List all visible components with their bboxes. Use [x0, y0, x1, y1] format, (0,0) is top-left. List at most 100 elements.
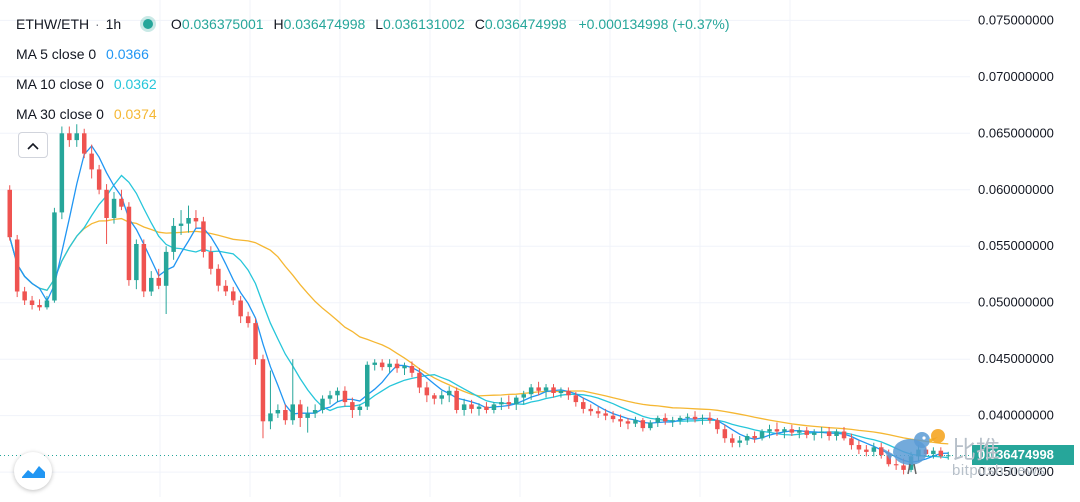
symbol-name[interactable]: ETHW/ETH	[16, 16, 90, 32]
candle-body	[484, 406, 489, 410]
watermark-cjk-text: 比推	[952, 436, 1000, 464]
candle-body	[216, 268, 221, 286]
indicator-value: 0.0374	[113, 106, 157, 122]
candle-body	[104, 189, 109, 218]
indicator-ma10[interactable]: MA 10 close 0 0.0362	[16, 74, 730, 104]
watermark-text: bitpush.news	[952, 462, 1046, 479]
candle-body	[223, 285, 228, 292]
tradingview-logo-button[interactable]	[14, 452, 52, 490]
candle-body	[551, 387, 556, 393]
candle-body	[268, 413, 273, 422]
candle-body	[365, 364, 370, 407]
candle-body	[89, 153, 94, 170]
candle-body	[111, 198, 117, 218]
symbol-separator: ·	[95, 16, 100, 32]
low-value: 0.036131002	[383, 16, 465, 32]
candle-body	[417, 372, 422, 388]
price-axis-tick-label: 0.045000000	[978, 351, 1054, 366]
candle-body	[454, 390, 459, 410]
candle-body	[342, 390, 348, 403]
candle-body	[499, 402, 504, 405]
candle-body	[74, 133, 79, 141]
indicator-label: MA 5 close 0	[16, 46, 97, 62]
candle-body	[573, 395, 579, 403]
tradingview-cloud-icon	[22, 466, 45, 478]
candle-body	[394, 363, 400, 369]
candle-body	[864, 449, 869, 452]
candle-body	[59, 133, 65, 213]
candle-body	[901, 465, 906, 470]
symbol-row: ETHW/ETH · 1h O0.036375001 H0.036474998 …	[16, 14, 730, 44]
candle-body	[402, 366, 407, 369]
price-axis[interactable]: 0.075000000 0.070000000 0.065000000 0.06000…	[970, 0, 1080, 497]
low-key: L	[375, 16, 384, 32]
candle-body	[149, 277, 154, 292]
candle-body	[312, 410, 318, 414]
candle-body	[171, 225, 176, 252]
collapse-legend-button[interactable]	[18, 132, 48, 158]
candle-body	[633, 420, 638, 424]
interval[interactable]: 1h	[105, 16, 122, 32]
open-key: O	[170, 16, 182, 32]
candle-body	[663, 417, 668, 422]
candle-body	[618, 419, 623, 422]
candle-body	[767, 429, 772, 432]
indicator-ma30[interactable]: MA 30 close 0 0.0374	[16, 104, 730, 134]
candle-body	[163, 251, 169, 286]
candle-body	[320, 398, 325, 410]
candle-body	[379, 362, 385, 368]
candle-body	[22, 291, 27, 301]
candle-body	[610, 415, 616, 420]
ma30-line	[9, 217, 949, 445]
candle-body	[603, 413, 608, 416]
candle-body	[447, 390, 452, 396]
candle-body	[126, 206, 132, 281]
candle-body	[774, 429, 780, 432]
candle-body	[931, 450, 936, 455]
candle-body	[715, 420, 720, 430]
market-status-icon	[143, 19, 154, 30]
price-axis-tick-label: 0.070000000	[978, 69, 1054, 84]
candle-body	[655, 417, 660, 423]
candle-body	[409, 366, 415, 373]
indicator-ma5[interactable]: MA 5 close 0 0.0366	[16, 44, 730, 74]
candle-body	[730, 438, 735, 443]
indicator-value: 0.0362	[113, 76, 157, 92]
candle-body	[37, 305, 42, 308]
candle-body	[528, 387, 534, 395]
candle-body	[29, 300, 35, 305]
candle-body	[536, 387, 541, 391]
chart-legend: ETHW/ETH · 1h O0.036375001 H0.036474998 …	[16, 14, 730, 134]
candle-body	[648, 422, 653, 429]
candle-body	[298, 404, 303, 418]
candle-body	[595, 411, 601, 414]
candle-body	[201, 221, 206, 252]
candle-body	[856, 445, 862, 450]
candle-body	[335, 390, 340, 396]
candle-body	[260, 359, 266, 422]
candle-body	[350, 402, 355, 410]
candle-body	[938, 450, 944, 457]
grid-lines	[0, 0, 970, 497]
candle-body	[141, 244, 147, 292]
price-axis-tick-label: 0.075000000	[978, 12, 1054, 27]
candle-body	[208, 251, 214, 269]
price-axis-tick-label: 0.040000000	[978, 408, 1054, 423]
candle-body	[700, 417, 705, 419]
candle-body	[476, 406, 482, 409]
candle-body	[826, 431, 832, 436]
candle-body	[707, 417, 713, 421]
candle-body	[238, 300, 243, 317]
candle-body	[744, 436, 750, 441]
candle-body	[625, 421, 631, 424]
candle-body	[186, 218, 191, 224]
candle-body	[357, 406, 363, 410]
high-value: 0.036474998	[283, 16, 366, 32]
candle-body	[424, 387, 430, 396]
indicator-label: MA 30 close 0	[16, 106, 104, 122]
candle-body	[193, 218, 199, 222]
candle-body	[879, 447, 884, 456]
candle-body	[849, 438, 854, 446]
